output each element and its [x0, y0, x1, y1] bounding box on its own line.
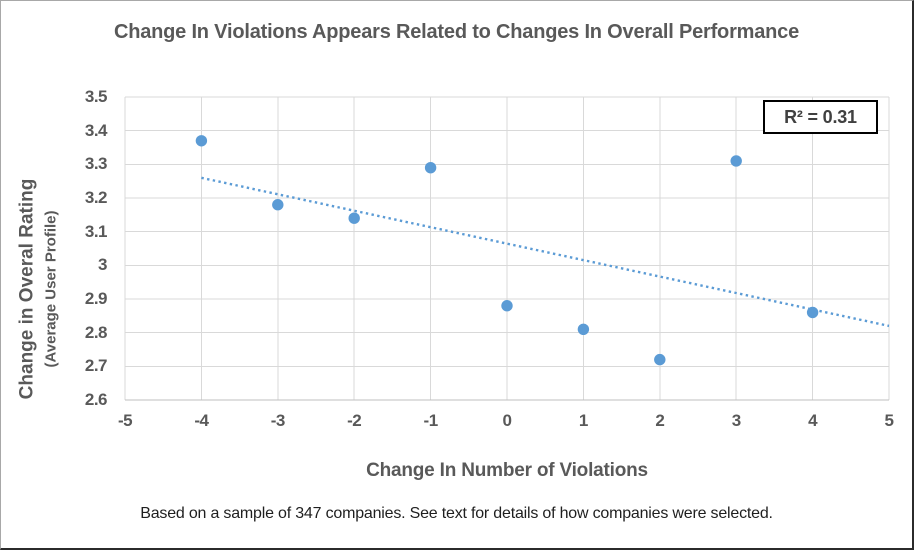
x-tick-label: 4 [808, 411, 818, 430]
y-tick-label: 3.2 [84, 188, 108, 207]
data-point [501, 300, 513, 312]
x-tick-label: -5 [117, 411, 133, 430]
data-point [195, 135, 208, 147]
plot-area [124, 96, 890, 401]
data-point [577, 323, 590, 335]
y-axis-title-main: Change in Overal Rating [16, 178, 38, 400]
x-tick-label: -1 [423, 411, 439, 430]
y-tick-label: 2.9 [84, 289, 108, 308]
y-tick-label: 3.5 [84, 87, 108, 106]
x-axis-tick-labels: -5 -4 -3 -2 -1 0 1 2 3 4 5 [118, 411, 894, 435]
x-tick-label: -2 [347, 411, 362, 430]
x-axis-title: Change In Number of Violations [366, 460, 648, 481]
data-point [272, 199, 284, 211]
y-tick-label: 3 [98, 255, 107, 275]
data-point [730, 155, 742, 167]
data-point [806, 306, 819, 319]
x-tick-label: 3 [731, 411, 741, 430]
x-tick-label: 5 [884, 411, 894, 430]
y-tick-label: 2.8 [84, 322, 108, 342]
x-tick-label: -3 [270, 411, 286, 430]
data-point [424, 162, 437, 174]
y-tick-label: 3.3 [84, 154, 108, 174]
y-tick-label: 2.7 [84, 356, 108, 376]
y-axis-tick-labels: 3.5 3.4 3.3 3.2 3.1 3 2.9 2.8 2.7 2.6 [57, 87, 115, 409]
r-squared-label: R² = 0.31 [763, 100, 878, 134]
x-tick-label: 1 [578, 411, 588, 430]
x-tick-label: 2 [655, 411, 665, 430]
footnote: Based on a sample of 347 companies. See … [140, 505, 773, 522]
trendline [201, 176, 890, 328]
data-point [654, 353, 666, 366]
data-point [348, 212, 360, 224]
chart-title: Change In Violations Appears Related to … [113, 21, 800, 43]
x-tick-label: 0 [502, 411, 512, 430]
x-tick-label: -4 [194, 411, 209, 430]
y-tick-label: 3.1 [84, 221, 108, 241]
y-tick-label: 2.6 [84, 390, 108, 409]
y-tick-label: 3.4 [84, 120, 108, 140]
scatter-plot [124, 96, 890, 401]
